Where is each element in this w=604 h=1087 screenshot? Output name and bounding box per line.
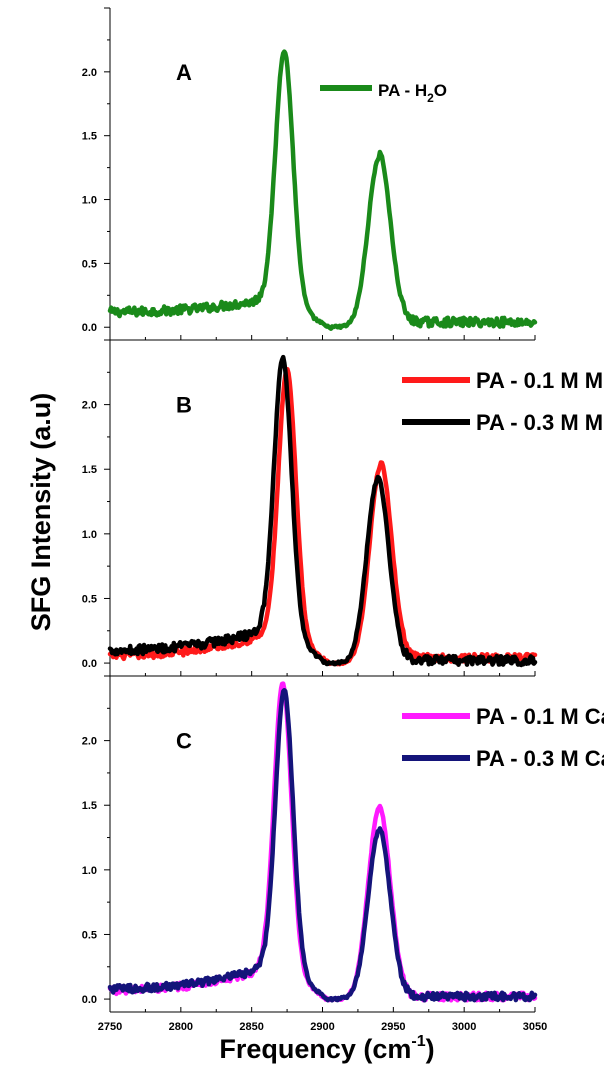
series-line: [107, 681, 538, 1003]
y-tick-label: 1.5: [82, 464, 97, 476]
y-tick-label: 2.0: [82, 67, 97, 79]
legend-label-sub: 2: [427, 91, 434, 105]
x-tick-label: 3050: [523, 1021, 547, 1033]
y-tick-label: 0.0: [82, 322, 97, 334]
series-line: [107, 49, 538, 331]
legend-label-tail: O: [434, 81, 447, 100]
y-tick-label: 0.0: [82, 994, 97, 1006]
y-tick-label: 1.0: [82, 195, 97, 207]
y-tick-label: 0.5: [82, 593, 97, 605]
y-tick-label: 0.0: [82, 658, 97, 670]
panel-label: B: [176, 393, 192, 418]
x-tick-label: 2900: [310, 1021, 334, 1033]
panels-group: 0.0 0.5 1.0 1.5 2.0 A PA - H2O 0.0 0.5 1.0 1.5 2.0 B…: [82, 7, 604, 1033]
x-axis-title: Frequency (cm-1): [219, 1033, 434, 1064]
legend-label: PA - 0.3 M Ca2+: [476, 743, 604, 771]
y-tick-label: 0.5: [82, 929, 97, 941]
x-tick-label: 3000: [452, 1021, 476, 1033]
series-line: [107, 354, 538, 668]
y-axis-title: SFG Intensity (a.u): [26, 393, 56, 632]
panel-label: A: [176, 60, 192, 85]
x-tick-label: 2850: [239, 1021, 263, 1033]
x-axis-title-suffix: ): [426, 1034, 435, 1064]
series-line: [107, 687, 538, 1003]
y-tick-label: 1.0: [82, 865, 97, 877]
x-axis-title-sup: -1: [411, 1033, 425, 1050]
y-tick-label: 2.0: [82, 736, 97, 748]
x-axis-title-main: Frequency (cm: [219, 1034, 411, 1064]
legend-label: PA - 0.1 M Mg2+: [476, 365, 604, 393]
legend-label-main: PA - 0.3 M Ca: [476, 746, 604, 771]
series-line: [107, 366, 538, 667]
legend-label-main: PA - 0.1 M Mg: [476, 368, 604, 393]
y-tick-label: 1.5: [82, 800, 97, 812]
legend-label-main: PA - 0.3 M Mg: [476, 410, 604, 435]
legend-label-main: PA - H: [378, 81, 427, 100]
x-tick-label: 2950: [381, 1021, 405, 1033]
panel-label: C: [176, 729, 192, 754]
y-tick-label: 0.5: [82, 258, 97, 270]
legend-label: PA - H2O: [378, 81, 447, 105]
x-tick-label: 2800: [169, 1021, 193, 1033]
legend-label: PA - 0.1 M Ca2+: [476, 701, 604, 729]
legend-label-main: PA - 0.1 M Ca: [476, 704, 604, 729]
panel-a: 0.0 0.5 1.0 1.5 2.0 A PA - H2O: [82, 7, 538, 341]
y-tick-label: 1.0: [82, 529, 97, 541]
y-tick-label: 2.0: [82, 400, 97, 412]
legend-label: PA - 0.3 M Mg2+: [476, 407, 604, 435]
panel-c: 0.0 0.5 1.0 1.5 2.0 C PA - 0.1 M Ca2+ PA - 0.3 …: [82, 675, 604, 1033]
y-tick-label: 1.5: [82, 131, 97, 143]
x-tick-label: 2750: [98, 1021, 122, 1033]
panel-b: 0.0 0.5 1.0 1.5 2.0 B PA - 0.1 M Mg2+ PA - 0.3 …: [82, 339, 604, 677]
